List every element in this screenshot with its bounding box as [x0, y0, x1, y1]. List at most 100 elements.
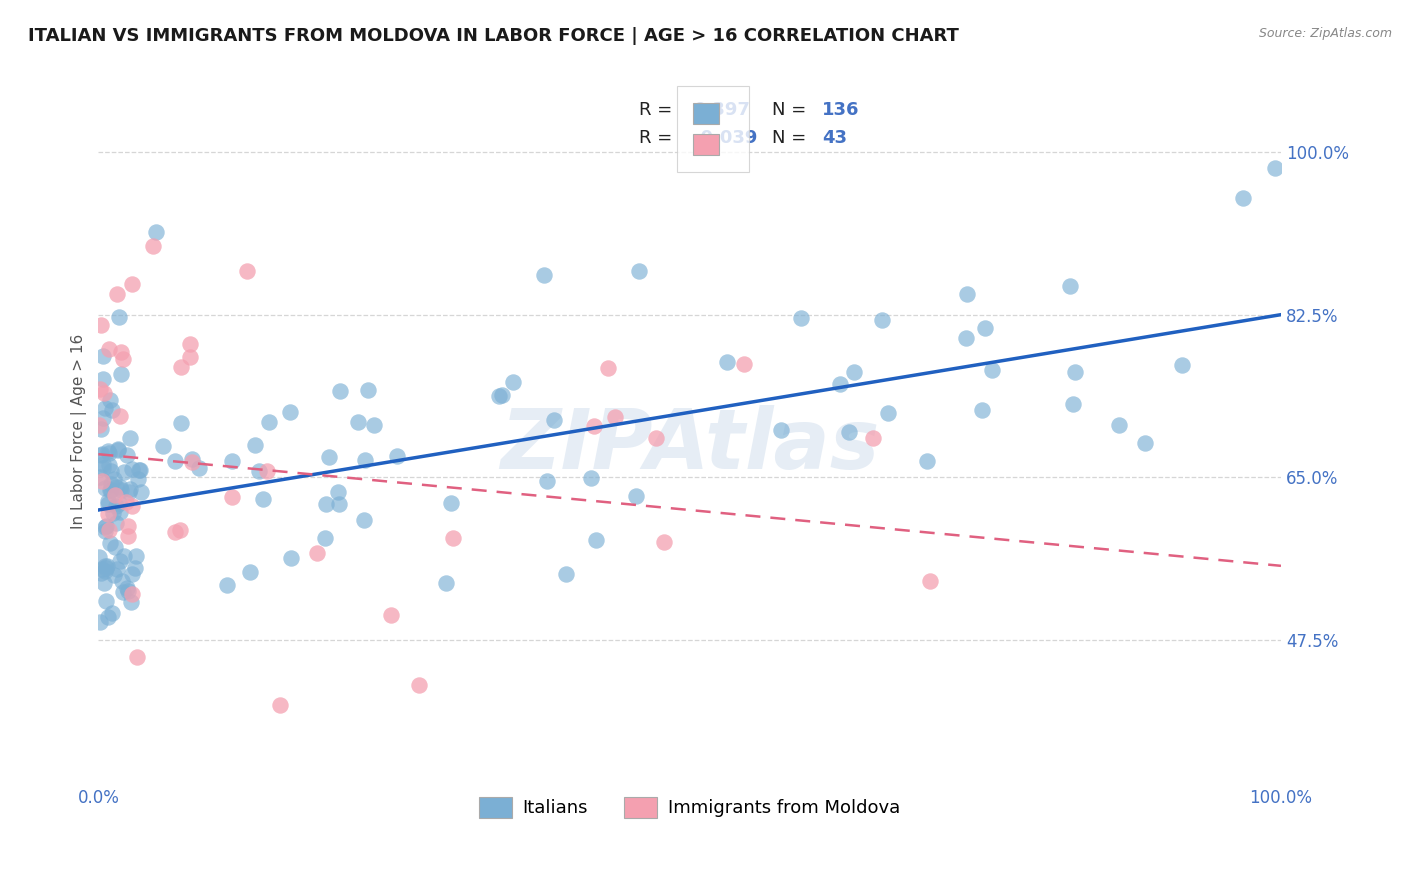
Point — [877, 406, 900, 420]
Point — [94, 564, 117, 578]
Point — [117, 519, 139, 533]
Point — [1062, 397, 1084, 411]
Legend: Italians, Immigrants from Moldova: Italians, Immigrants from Moldova — [472, 789, 907, 825]
Point — [100, 477, 122, 491]
Point — [363, 417, 385, 432]
Point — [128, 463, 150, 477]
Point — [108, 504, 131, 518]
Point — [353, 513, 375, 527]
Point — [165, 454, 187, 468]
Point — [346, 415, 368, 429]
Point — [115, 449, 138, 463]
Point — [90, 422, 112, 436]
Point — [101, 506, 124, 520]
Point — [94, 519, 117, 533]
Point — [239, 565, 262, 579]
Point — [387, 449, 409, 463]
Point — [107, 442, 129, 456]
Point — [247, 465, 270, 479]
Text: N =: N = — [772, 101, 813, 119]
Point — [91, 562, 114, 576]
Point — [169, 524, 191, 538]
Point — [117, 583, 139, 598]
Point — [357, 383, 380, 397]
Text: R =: R = — [638, 129, 678, 147]
Text: Source: ZipAtlas.com: Source: ZipAtlas.com — [1258, 27, 1392, 40]
Point — [120, 595, 142, 609]
Point — [105, 286, 128, 301]
Text: 136: 136 — [823, 101, 859, 119]
Point — [502, 375, 524, 389]
Point — [104, 480, 127, 494]
Point — [93, 576, 115, 591]
Point — [118, 431, 141, 445]
Point — [305, 546, 328, 560]
Point — [652, 535, 675, 549]
Point — [733, 357, 755, 371]
Point — [862, 431, 884, 445]
Point — [488, 389, 510, 403]
Point — [98, 483, 121, 497]
Point — [112, 465, 135, 479]
Point — [179, 337, 201, 351]
Point — [315, 497, 337, 511]
Point — [543, 412, 565, 426]
Point — [533, 268, 555, 282]
Point — [328, 384, 350, 398]
Point — [1171, 358, 1194, 372]
Point — [142, 239, 165, 253]
Point — [93, 481, 115, 495]
Point — [828, 377, 851, 392]
Point — [872, 313, 894, 327]
Point — [121, 461, 143, 475]
Point — [1064, 365, 1087, 379]
Point — [98, 392, 121, 407]
Point — [129, 463, 152, 477]
Text: N =: N = — [772, 129, 813, 147]
Point — [125, 650, 148, 665]
Point — [121, 277, 143, 291]
Point — [110, 409, 132, 423]
Point — [328, 497, 350, 511]
Point — [280, 551, 302, 566]
Point — [434, 575, 457, 590]
Point — [328, 485, 350, 500]
Point — [318, 450, 340, 464]
Point — [101, 402, 124, 417]
Point — [585, 533, 607, 548]
Point — [170, 359, 193, 374]
Point — [111, 351, 134, 366]
Point — [605, 409, 627, 424]
Point — [408, 677, 430, 691]
Point — [90, 318, 112, 332]
Point — [129, 485, 152, 500]
Point — [117, 529, 139, 543]
Point — [100, 465, 122, 479]
Point — [110, 345, 132, 359]
Point — [972, 402, 994, 417]
Point — [440, 496, 463, 510]
Point — [269, 698, 291, 712]
Point — [91, 461, 114, 475]
Point — [108, 495, 131, 509]
Point — [103, 472, 125, 486]
Point — [94, 559, 117, 574]
Point — [97, 609, 120, 624]
Point — [87, 550, 110, 565]
Point — [94, 401, 117, 415]
Point — [980, 363, 1002, 377]
Point — [536, 475, 558, 489]
Point — [179, 350, 201, 364]
Point — [236, 263, 259, 277]
Point — [555, 567, 578, 582]
Point — [441, 531, 464, 545]
Point — [974, 321, 997, 335]
Point — [91, 350, 114, 364]
Point — [110, 483, 132, 497]
Point — [91, 448, 114, 462]
Point — [127, 472, 149, 486]
Point — [97, 342, 120, 356]
Point — [915, 454, 938, 468]
Point — [121, 587, 143, 601]
Point — [221, 490, 243, 504]
